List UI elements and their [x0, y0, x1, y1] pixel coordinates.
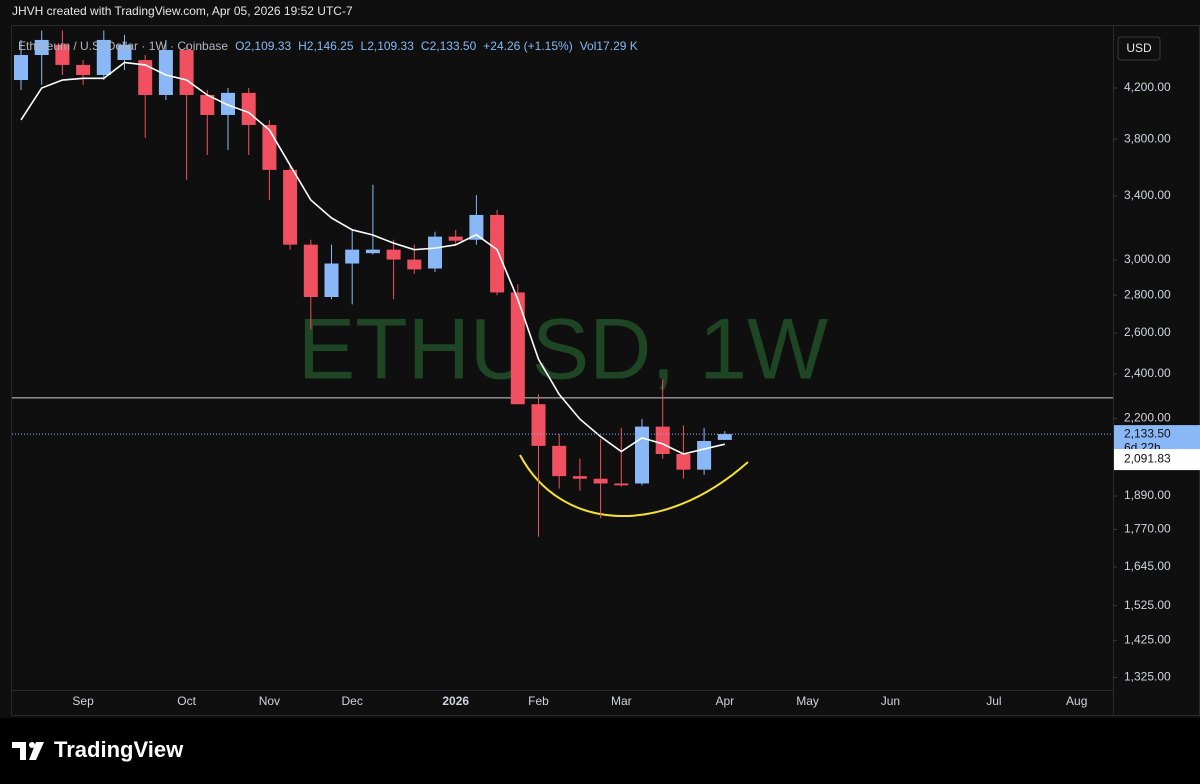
- x-tick-label: 2026: [442, 694, 469, 708]
- y-tick-label: 3,000.00: [1124, 252, 1171, 266]
- candle-body: [448, 236, 463, 241]
- candle-body: [717, 434, 732, 440]
- x-tick-label: Dec: [342, 694, 363, 708]
- logo-icon: [29, 742, 44, 760]
- x-tick-label: May: [796, 694, 819, 708]
- ohlc-readout: Vol17.29 K: [579, 39, 638, 53]
- candle-body: [386, 249, 401, 260]
- x-tick-label: Apr: [715, 694, 734, 708]
- candle-body: [34, 39, 49, 56]
- ohlc-readout: H2,146.25: [298, 39, 354, 53]
- logo-icon: [12, 742, 26, 760]
- candle-body: [303, 244, 318, 298]
- y-tick-label: 1,645.00: [1124, 559, 1171, 573]
- ma-label: 2,091.83: [1124, 451, 1171, 465]
- x-tick-label: Nov: [259, 694, 280, 708]
- candle-body: [96, 39, 111, 76]
- legend: Ethereum / U.S. Dollar · 1W · Coinbase O…: [18, 39, 638, 53]
- watermark: ETHUSD, 1W: [298, 302, 828, 398]
- x-tick-label: Jul: [986, 694, 1001, 708]
- y-tick-label: 2,800.00: [1124, 287, 1171, 301]
- brand: TradingView: [54, 737, 184, 762]
- candle-body: [593, 478, 608, 484]
- candle-body: [76, 64, 91, 76]
- candle-body: [14, 55, 28, 81]
- candle-body: [490, 214, 505, 293]
- candle-body: [635, 426, 649, 484]
- candle-body: [676, 453, 691, 470]
- candle-body: [469, 214, 484, 240]
- y-tick-label: 1,425.00: [1124, 633, 1171, 647]
- y-tick-label: 2,200.00: [1124, 411, 1171, 425]
- candle-body: [572, 476, 587, 479]
- price-label: 2,133.50: [1124, 426, 1171, 440]
- ohlc-readout: +24.26 (+1.15%): [483, 39, 573, 53]
- candle-body: [428, 236, 442, 269]
- y-tick-label: 1,525.00: [1124, 598, 1171, 612]
- candle-body: [531, 404, 546, 446]
- x-tick-label: Jun: [881, 694, 900, 708]
- y-tick-label: 3,800.00: [1124, 131, 1171, 145]
- candle-body: [55, 44, 70, 65]
- candle-body: [179, 50, 194, 95]
- footer-bar: [0, 718, 1200, 784]
- candle-body: [241, 92, 256, 125]
- ohlc-readout: C2,133.50: [420, 39, 477, 53]
- candle-body: [510, 292, 525, 405]
- candle-body: [407, 259, 422, 270]
- currency-box[interactable]: [1117, 36, 1161, 61]
- y-tick-label: 3,400.00: [1124, 188, 1171, 202]
- x-tick-label: Feb: [528, 694, 549, 708]
- x-tick-label: Oct: [177, 694, 196, 708]
- y-tick-label: 2,400.00: [1124, 366, 1171, 380]
- logo: [12, 742, 44, 760]
- x-tick-label: Mar: [611, 694, 632, 708]
- candle-body: [655, 426, 670, 454]
- x-tick-label: Aug: [1066, 694, 1087, 708]
- x-tick-label: Sep: [72, 694, 94, 708]
- ohlc-readout: L2,109.33: [360, 39, 414, 53]
- attribution: JHVH created with TradingView.com, Apr 0…: [12, 4, 353, 18]
- currency[interactable]: USD: [1126, 41, 1152, 55]
- y-tick-label: 4,200.00: [1124, 80, 1171, 94]
- candle-body: [365, 249, 380, 254]
- candle-body: [552, 445, 567, 477]
- candle-body: [324, 263, 339, 298]
- candle-body: [614, 483, 629, 486]
- moving-average-line: [20, 61, 725, 455]
- y-tick-label: 1,890.00: [1124, 488, 1171, 502]
- y-tick-label: 2,600.00: [1124, 325, 1171, 339]
- ma-label-box: [1114, 449, 1200, 471]
- candle-body: [117, 44, 132, 61]
- y-tick-label: 1,770.00: [1124, 522, 1171, 536]
- y-tick-label: 1,325.00: [1124, 670, 1171, 684]
- logo-icon: [29, 742, 35, 748]
- candle-body: [697, 440, 712, 470]
- candle-body: [262, 124, 277, 170]
- candle-body: [345, 249, 360, 264]
- candle-body: [138, 60, 153, 95]
- candle-body: [283, 169, 298, 245]
- candle-body: [200, 94, 215, 115]
- ohlc-readout: O2,109.33: [235, 39, 292, 53]
- candle-body: [221, 92, 235, 115]
- symbol-description: Ethereum / U.S. Dollar · 1W · Coinbase: [18, 39, 229, 53]
- candle-body: [158, 50, 173, 95]
